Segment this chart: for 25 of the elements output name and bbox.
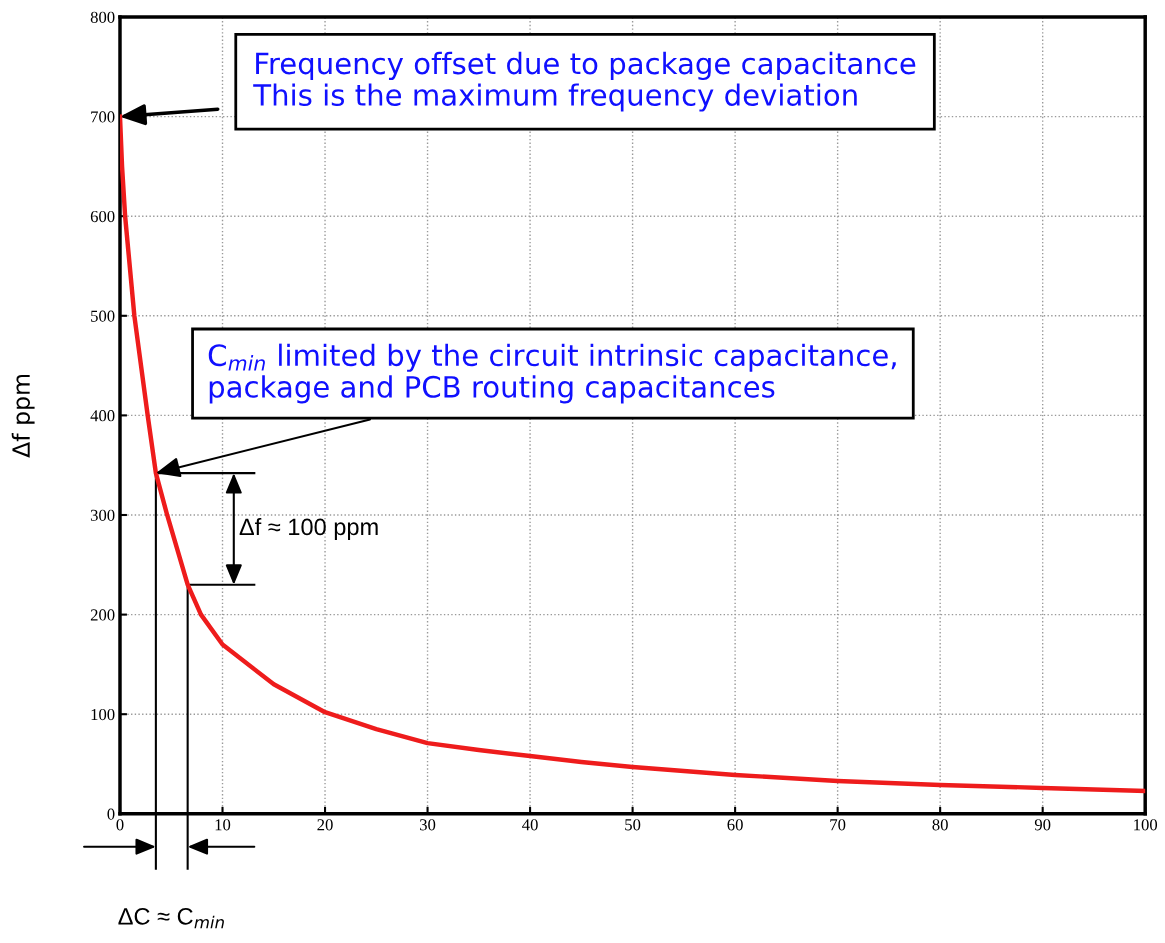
annotation: Δf ≈ 100 ppm xyxy=(239,517,378,540)
x-tick-label: 40 xyxy=(522,819,538,831)
y-tick-label: 0 xyxy=(107,808,115,820)
x-tick-label: 50 xyxy=(625,819,641,831)
y-tick-label: 800 xyxy=(90,11,115,23)
y-tick-label: 200 xyxy=(90,609,115,621)
y-tick-label: 300 xyxy=(90,509,115,521)
x-tick-label: 100 xyxy=(1134,819,1158,831)
annotation: Frequency offset due to package capacitance This is the maximum frequency deviation xyxy=(253,51,916,112)
x-tick-label: 0 xyxy=(116,819,124,831)
y-tick-label: 700 xyxy=(91,111,115,123)
x-tick-label: 90 xyxy=(1034,819,1051,831)
y-tick-label: 500 xyxy=(91,310,115,322)
x-tick-label: 80 xyxy=(932,819,948,831)
text: ΔC ≈ C$_{min}$ xyxy=(118,907,224,929)
y-tick-label: 600 xyxy=(90,210,115,223)
x-tick-label: 70 xyxy=(830,819,846,831)
y-tick-label: 100 xyxy=(91,708,115,721)
x-tick-label: 10 xyxy=(215,819,231,831)
x-tick-label: 20 xyxy=(317,819,333,831)
x-tick-label: 30 xyxy=(420,819,436,831)
y-axis-title: Δf ppm xyxy=(11,374,35,458)
x-tick-label: 60 xyxy=(727,819,743,831)
annotation: C$_{min}$ limited by the circuit intrinsic capacitance, package and PCB routing capacitances xyxy=(208,343,896,404)
y-tick-label: 400 xyxy=(90,410,115,422)
